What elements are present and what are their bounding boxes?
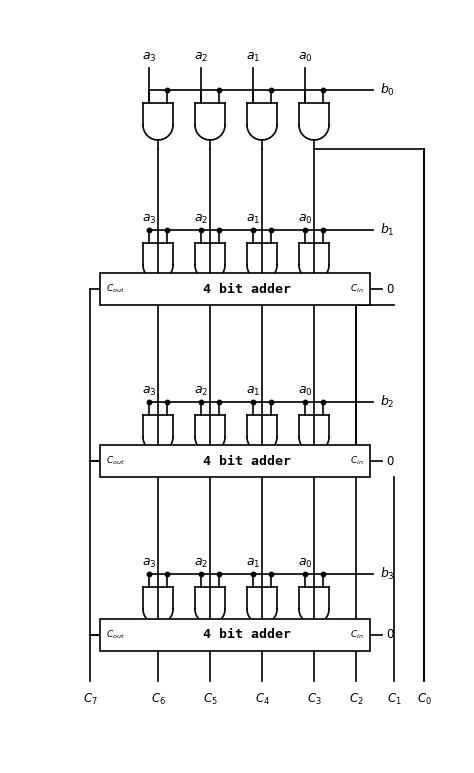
Text: $b_0$: $b_0$	[380, 82, 395, 98]
Text: $C_{out}$: $C_{out}$	[106, 628, 125, 642]
Bar	[100, 445, 370, 477]
Text: $b_1$: $b_1$	[380, 222, 395, 238]
Text: 0: 0	[386, 282, 393, 295]
Text: $C_6$: $C_6$	[151, 692, 165, 707]
Text: $C_{in}$: $C_{in}$	[350, 628, 364, 642]
Text: $a_3$: $a_3$	[142, 51, 156, 64]
Text: 4 bit adder: 4 bit adder	[203, 455, 291, 468]
Text: 4 bit adder: 4 bit adder	[203, 628, 291, 642]
Text: 4 bit adder: 4 bit adder	[203, 282, 291, 295]
Text: $a_3$: $a_3$	[142, 557, 156, 570]
Text: $a_1$: $a_1$	[246, 385, 260, 398]
Text: $C_{in}$: $C_{in}$	[350, 283, 364, 295]
Text: $C_{out}$: $C_{out}$	[106, 455, 125, 467]
Text: $a_3$: $a_3$	[142, 213, 156, 226]
Text: $a_2$: $a_2$	[194, 213, 208, 226]
Text: $C_7$: $C_7$	[82, 692, 97, 707]
Text: $a_0$: $a_0$	[298, 385, 312, 398]
Text: $C_3$: $C_3$	[307, 692, 321, 707]
Text: $a_1$: $a_1$	[246, 51, 260, 64]
Text: $a_0$: $a_0$	[298, 51, 312, 64]
Text: $C_4$: $C_4$	[255, 692, 270, 707]
Text: $a_3$: $a_3$	[142, 385, 156, 398]
Text: $a_2$: $a_2$	[194, 557, 208, 570]
Text: $a_1$: $a_1$	[246, 557, 260, 570]
Text: $C_{in}$: $C_{in}$	[350, 455, 364, 467]
Bar	[100, 619, 370, 651]
Text: $C_{out}$: $C_{out}$	[106, 283, 125, 295]
Text: 0: 0	[386, 628, 393, 642]
Text: $b_2$: $b_2$	[380, 394, 394, 410]
Text: 0: 0	[386, 455, 393, 468]
Text: $C_2$: $C_2$	[349, 692, 363, 707]
Text: $C_1$: $C_1$	[387, 692, 401, 707]
Text: $a_0$: $a_0$	[298, 557, 312, 570]
Bar	[100, 273, 370, 305]
Text: $C_5$: $C_5$	[203, 692, 218, 707]
Text: $a_2$: $a_2$	[194, 51, 208, 64]
Text: $a_2$: $a_2$	[194, 385, 208, 398]
Text: $a_0$: $a_0$	[298, 213, 312, 226]
Text: $C_0$: $C_0$	[417, 692, 431, 707]
Text: $b_3$: $b_3$	[380, 566, 395, 582]
Text: $a_1$: $a_1$	[246, 213, 260, 226]
